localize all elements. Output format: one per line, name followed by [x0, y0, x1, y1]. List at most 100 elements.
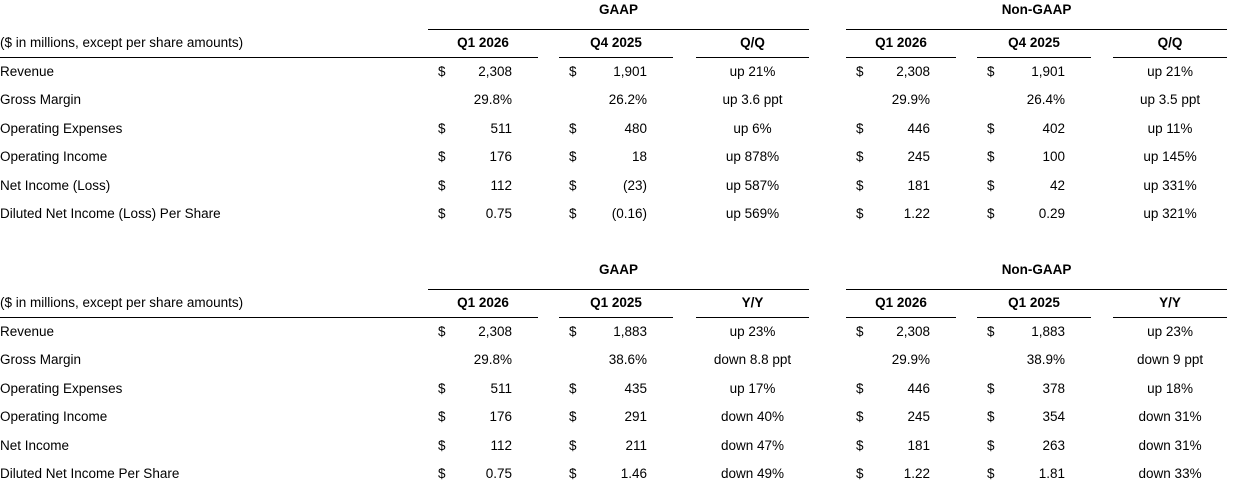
value-cell: $446	[846, 375, 956, 404]
currency-symbol: $	[987, 122, 995, 137]
col-header-gaap-q1-2025: Q1 2025	[559, 290, 673, 318]
currency-symbol: $	[987, 179, 995, 194]
currency-symbol: $	[569, 467, 577, 482]
value-number: 38.6%	[609, 352, 647, 367]
table-row-operating-income: Operating Income $176 $291 down 40% $245…	[0, 404, 1238, 433]
col-header-gaap-q1-2026: Q1 2026	[428, 30, 538, 58]
col-header-nongaap-q4-2025: Q4 2025	[977, 30, 1091, 58]
spacer-cell	[420, 144, 428, 173]
value-cell: $511	[428, 115, 538, 144]
value-cell: $176	[428, 144, 538, 173]
currency-symbol: $	[856, 122, 864, 137]
spacer-cell	[956, 347, 977, 376]
currency-symbol: $	[856, 467, 864, 482]
currency-symbol: $	[438, 410, 446, 425]
value-cell: $1.81	[977, 461, 1091, 489]
value-number: 181	[908, 438, 931, 453]
spacer-cell	[1227, 30, 1238, 58]
row-label: Operating Income	[0, 144, 420, 173]
currency-symbol: $	[438, 122, 446, 137]
table-row-diluted-eps: Diluted Net Income Per Share $0.75 $1.46…	[0, 461, 1238, 489]
spacer-cell	[538, 172, 559, 201]
spacer-cell	[673, 461, 696, 489]
spacer-cell	[809, 30, 846, 58]
row-label: Revenue	[0, 318, 420, 347]
spacer-cell	[956, 172, 977, 201]
spacer-cell	[809, 115, 846, 144]
currency-symbol: $	[987, 467, 995, 482]
spacer-cell	[809, 201, 846, 230]
spacer-cell	[1227, 144, 1238, 173]
currency-symbol: $	[856, 150, 864, 165]
currency-symbol: $	[856, 382, 864, 397]
units-note: ($ in millions, except per share amounts…	[0, 30, 420, 58]
column-header-row: ($ in millions, except per share amounts…	[0, 290, 1238, 318]
table-row-operating-expenses: Operating Expenses $511 $480 up 6% $446 …	[0, 115, 1238, 144]
spacer-cell	[809, 260, 846, 290]
value-cell: 29.8%	[428, 347, 538, 376]
change-cell: up 331%	[1113, 172, 1227, 201]
spacer-cell	[673, 87, 696, 116]
spacer-cell	[809, 432, 846, 461]
value-cell: $1.46	[559, 461, 673, 489]
column-header-row: ($ in millions, except per share amounts…	[0, 30, 1238, 58]
spacer-cell	[1227, 432, 1238, 461]
row-label: Diluted Net Income Per Share	[0, 461, 420, 489]
spacer-cell	[809, 318, 846, 347]
group-header-non-gaap: Non-GAAP	[846, 0, 1227, 30]
spacer-cell	[1227, 0, 1238, 30]
spacer-cell	[809, 461, 846, 489]
spacer-cell	[956, 144, 977, 173]
spacer-cell	[1227, 260, 1238, 290]
spacer-cell	[0, 0, 428, 30]
currency-symbol: $	[856, 65, 864, 80]
spacer-cell	[1227, 318, 1238, 347]
spacer-cell	[673, 201, 696, 230]
financial-table-qq: GAAP Non-GAAP ($ in millions, except per…	[0, 0, 1238, 229]
change-cell: up 569%	[696, 201, 809, 230]
col-header-nongaap-q1-2026: Q1 2026	[846, 30, 956, 58]
value-cell: $42	[977, 172, 1091, 201]
currency-symbol: $	[438, 467, 446, 482]
currency-symbol: $	[438, 150, 446, 165]
value-number: 42	[1050, 178, 1065, 193]
spacer-cell	[1227, 347, 1238, 376]
currency-symbol: $	[569, 207, 577, 222]
value-cell: $291	[559, 404, 673, 433]
change-cell: up 21%	[1113, 58, 1227, 87]
currency-symbol: $	[987, 65, 995, 80]
value-cell: $0.29	[977, 201, 1091, 230]
value-cell: 26.4%	[977, 87, 1091, 116]
spacer-cell	[673, 30, 696, 58]
change-cell: down 40%	[696, 404, 809, 433]
value-cell: $1,901	[977, 58, 1091, 87]
value-number: 1.22	[904, 206, 930, 221]
value-number: 2,308	[478, 324, 512, 339]
value-number: 1.22	[904, 466, 930, 481]
group-header-gaap: GAAP	[428, 0, 809, 30]
currency-symbol: $	[569, 439, 577, 454]
value-cell: $176	[428, 404, 538, 433]
currency-symbol: $	[856, 410, 864, 425]
spacer-cell	[420, 375, 428, 404]
spacer-cell	[1091, 461, 1113, 489]
value-cell: $(23)	[559, 172, 673, 201]
spacer-cell	[420, 318, 428, 347]
value-cell: $2,308	[846, 318, 956, 347]
row-label: Gross Margin	[0, 347, 420, 376]
value-number: 245	[908, 409, 931, 424]
value-number: 176	[489, 409, 512, 424]
spacer-cell	[1091, 87, 1113, 116]
currency-symbol: $	[987, 150, 995, 165]
table-row-revenue: Revenue $2,308 $1,901 up 21% $2,308 $1,9…	[0, 58, 1238, 87]
change-cell: up 878%	[696, 144, 809, 173]
spacer-cell	[420, 87, 428, 116]
value-number: 1.46	[621, 466, 647, 481]
value-number: 29.9%	[892, 352, 930, 367]
units-note: ($ in millions, except per share amounts…	[0, 290, 420, 318]
value-number: 100	[1043, 149, 1066, 164]
col-header-gaap-q4-2025: Q4 2025	[559, 30, 673, 58]
value-number: 480	[624, 121, 647, 136]
spacer-cell	[1091, 115, 1113, 144]
spacer-cell	[538, 201, 559, 230]
